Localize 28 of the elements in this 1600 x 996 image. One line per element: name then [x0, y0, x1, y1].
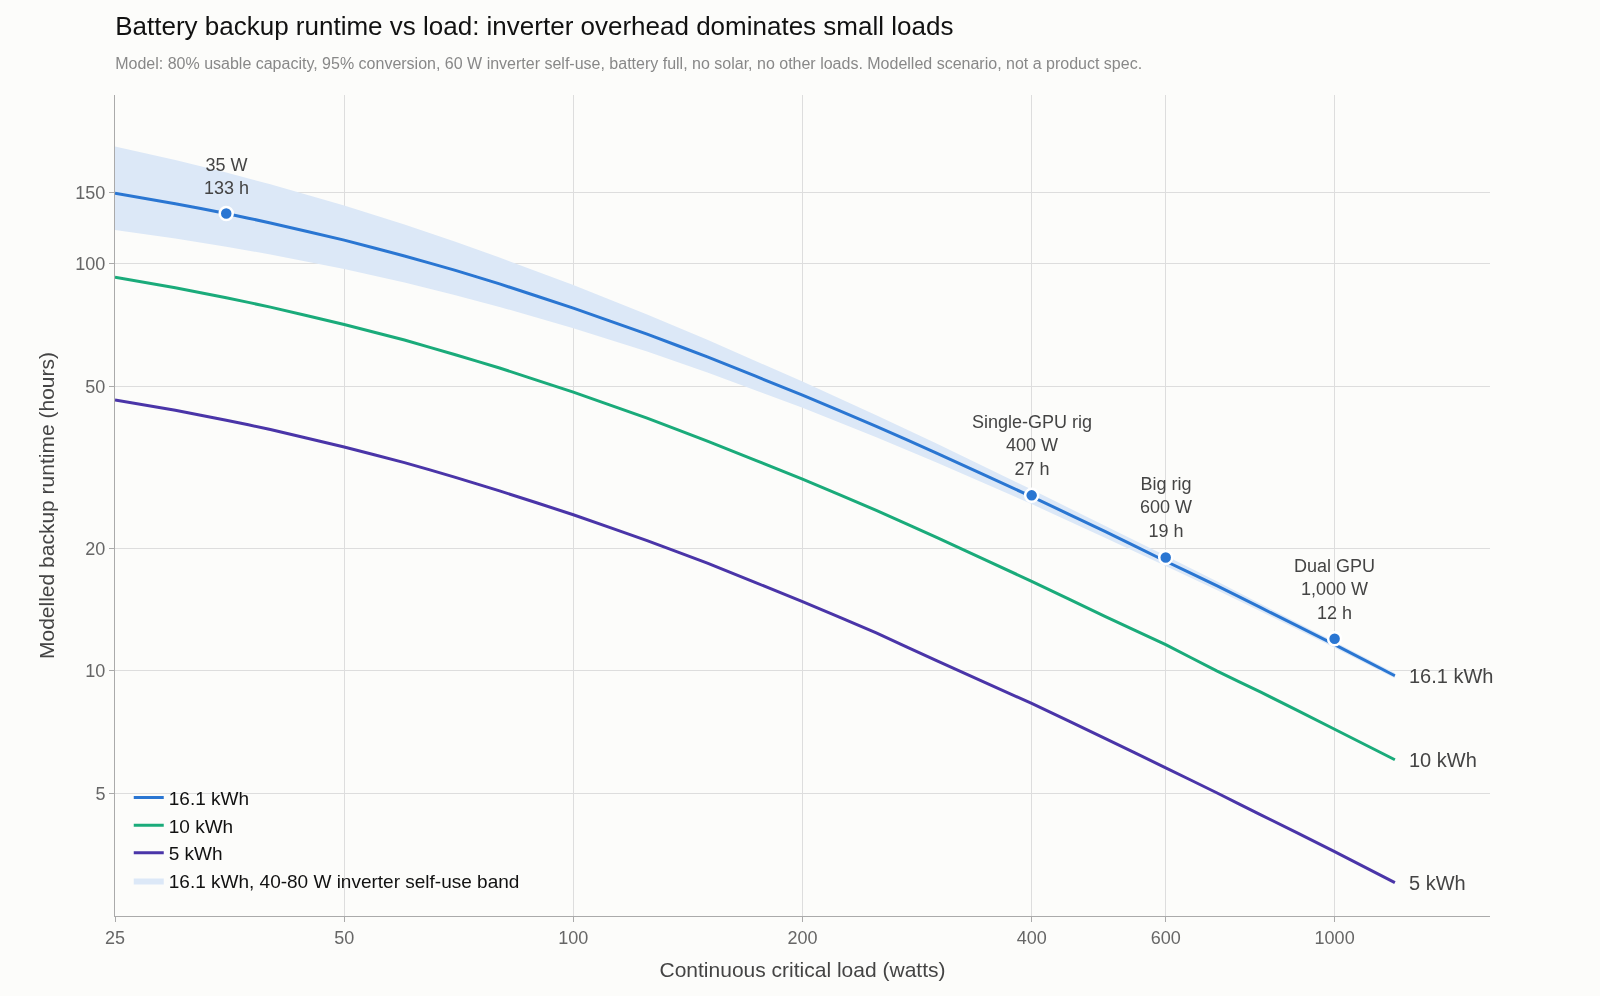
text: 5 kWh: [1409, 872, 1466, 894]
text: 10 kWh: [1409, 749, 1477, 771]
y-tick-label: 5: [95, 783, 106, 804]
chart-subtitle: Model: 80% usable capacity, 95% conversion, 60 W inverter self-use, battery full, no solar, no other loads. Modelled scenario, not a product spec.: [115, 54, 1143, 72]
annotation: Single-GPU rig 400 W 27 h: [972, 412, 1093, 479]
y-axis-title: Modelled backup runtime (hours): [34, 352, 58, 659]
legend-label: 16.1 kWh: [168, 787, 250, 809]
y-tick-label: 50: [85, 376, 106, 397]
x-tick-label: 600: [1150, 927, 1181, 948]
x-tick-label: 50: [334, 927, 355, 948]
legend-label: 5 kWh: [168, 843, 223, 865]
y-tick-label: 150: [75, 182, 106, 203]
x-tick-label: 1000: [1314, 927, 1355, 948]
y-tick-label: 10: [85, 661, 106, 682]
x-tick-label: 200: [787, 927, 818, 948]
legend-label: 16.1 kWh, 40-80 W inverter self-use band: [168, 870, 520, 892]
legend-label: 10 kWh: [168, 815, 234, 837]
text: 16.1 kWh: [1409, 665, 1494, 687]
chart-title: Battery backup runtime vs load: inverter overhead dominates small loads: [115, 10, 954, 41]
annotation: 35 W 133 h: [204, 155, 250, 199]
annotation: Dual GPU 1,000 W 12 h: [1294, 556, 1376, 623]
annotation: Big rig 600 W 19 h: [1140, 474, 1193, 541]
x-tick-label: 25: [104, 927, 126, 948]
x-tick-label: 100: [558, 927, 589, 948]
x-axis-title: Continuous critical load (watts): [659, 957, 946, 981]
x-tick-label: 400: [1016, 927, 1047, 948]
y-tick-label: 100: [75, 254, 106, 275]
y-tick-label: 20: [85, 538, 106, 559]
